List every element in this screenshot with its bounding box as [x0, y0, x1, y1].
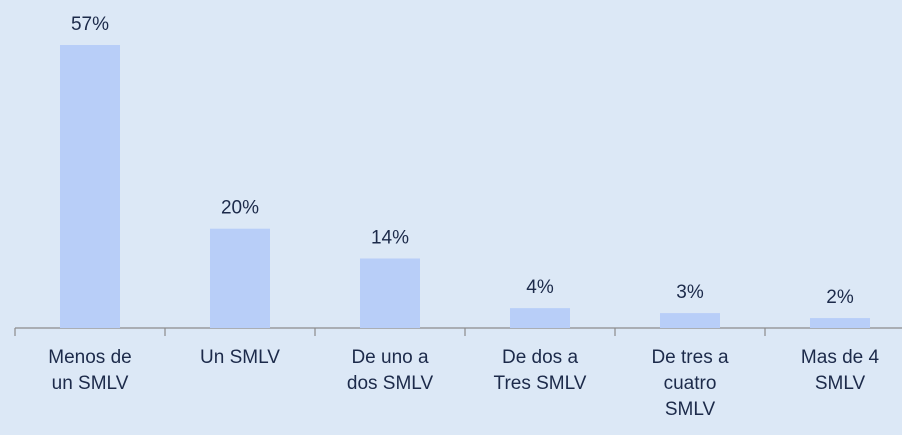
bar	[660, 313, 720, 328]
x-tick-label: Menos de un SMLV	[48, 347, 131, 394]
bar	[210, 228, 270, 328]
data-label: 3%	[676, 282, 704, 303]
data-label: 4%	[526, 277, 554, 298]
data-label: 20%	[221, 198, 259, 219]
x-tick-label: De dos a Tres SMLV	[494, 347, 587, 394]
x-tick-label: Un SMLV	[200, 347, 280, 368]
bar	[810, 318, 870, 328]
bar	[510, 308, 570, 328]
bar	[360, 258, 420, 328]
data-label: 57%	[71, 14, 109, 35]
bar	[60, 44, 120, 329]
x-tick-label: De uno a dos SMLV	[347, 347, 434, 394]
x-tick-label: De tres a cuatro SMLV	[651, 347, 729, 420]
data-label: 14%	[371, 228, 409, 249]
x-tick-label: Mas de 4 SMLV	[801, 347, 880, 394]
data-label: 2%	[826, 287, 854, 308]
